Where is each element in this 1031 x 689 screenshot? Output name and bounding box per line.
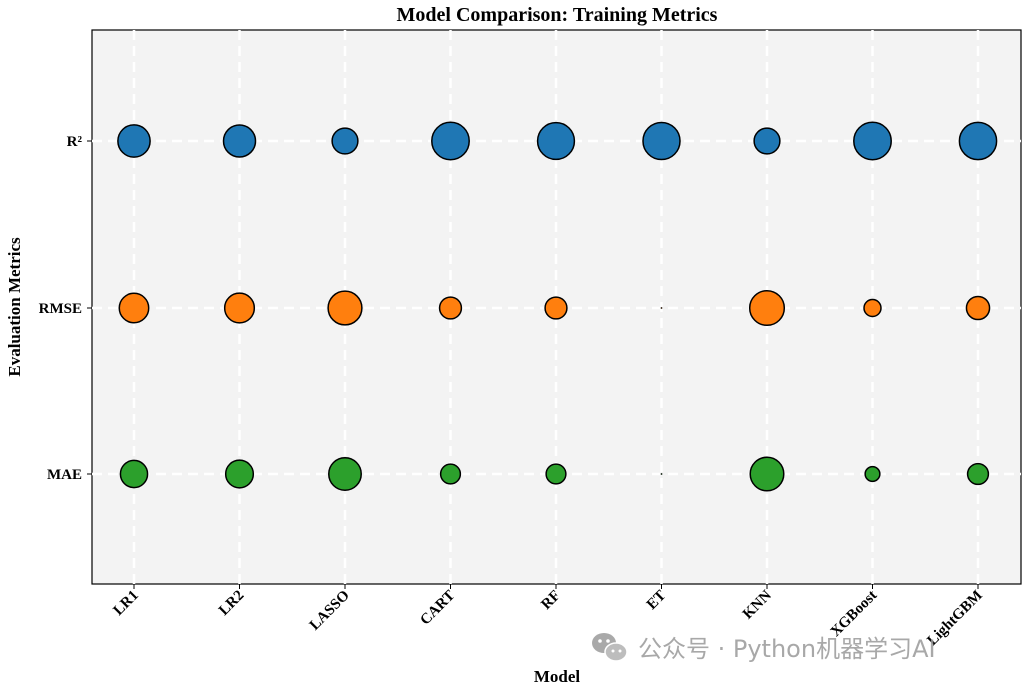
bubbles bbox=[117, 121, 998, 492]
bubble-mae-et bbox=[660, 473, 663, 475]
x-tick-label: CART bbox=[417, 588, 458, 629]
x-tick-label: LR1 bbox=[110, 588, 141, 619]
y-tick-label: RMSE bbox=[39, 301, 82, 317]
bubble-mae-lasso bbox=[328, 457, 362, 491]
x-tick-label: LR2 bbox=[216, 588, 247, 619]
bubble-r-lr2 bbox=[222, 124, 257, 158]
x-tick-label: KNN bbox=[740, 587, 775, 622]
watermark-text: 公众号 · Python机器学习AI bbox=[638, 635, 936, 663]
x-tick-label: ET bbox=[644, 588, 669, 613]
bubble-rmse-et bbox=[660, 307, 663, 309]
y-tick-label: R² bbox=[67, 134, 83, 150]
wechat-icon bbox=[592, 633, 628, 662]
bubble-rmse-lr2 bbox=[223, 292, 256, 324]
bubble-mae-lr1 bbox=[119, 459, 149, 489]
bubble-r-lr1 bbox=[117, 124, 151, 158]
bubble-rmse-lightgbm bbox=[965, 295, 991, 321]
bubble-mae-lightgbm bbox=[966, 462, 990, 486]
bubble-mae-lr2 bbox=[224, 459, 255, 489]
bubble-rmse-rf bbox=[544, 296, 568, 320]
y-axis-label: Evaluation Metrics bbox=[5, 237, 24, 377]
y-tick-label: MAE bbox=[47, 467, 82, 483]
bubble-r-lasso bbox=[331, 127, 359, 155]
bubble-mae-xgboost bbox=[864, 465, 881, 483]
bubble-r-knn bbox=[753, 127, 781, 155]
bubble-r-rf bbox=[536, 121, 576, 161]
bubble-rmse-lasso bbox=[327, 290, 363, 326]
chart-title: Model Comparison: Training Metrics bbox=[397, 4, 718, 26]
bubble-rmse-xgboost bbox=[863, 298, 882, 318]
x-tick-label: RF bbox=[538, 588, 563, 613]
x-tick-label: LASSO bbox=[307, 588, 353, 634]
bubble-r-cart bbox=[431, 121, 470, 161]
bubble-rmse-knn bbox=[748, 289, 786, 327]
bubble-r-xgboost bbox=[853, 121, 892, 161]
watermark: 公众号 · Python机器学习AI bbox=[592, 633, 936, 663]
y-tick-labels: R² RMSE MAE bbox=[39, 134, 92, 483]
bubble-rmse-cart bbox=[438, 296, 463, 320]
x-tick-label: XGBoost bbox=[828, 588, 881, 641]
bubble-mae-knn bbox=[749, 456, 785, 492]
bubble-r-et bbox=[642, 121, 681, 161]
bubble-rmse-lr1 bbox=[118, 292, 150, 324]
bubble-r-lightgbm bbox=[958, 121, 998, 161]
x-axis-label: Model bbox=[534, 667, 581, 686]
bubble-mae-cart bbox=[439, 463, 462, 485]
bubble-mae-rf bbox=[545, 463, 567, 485]
